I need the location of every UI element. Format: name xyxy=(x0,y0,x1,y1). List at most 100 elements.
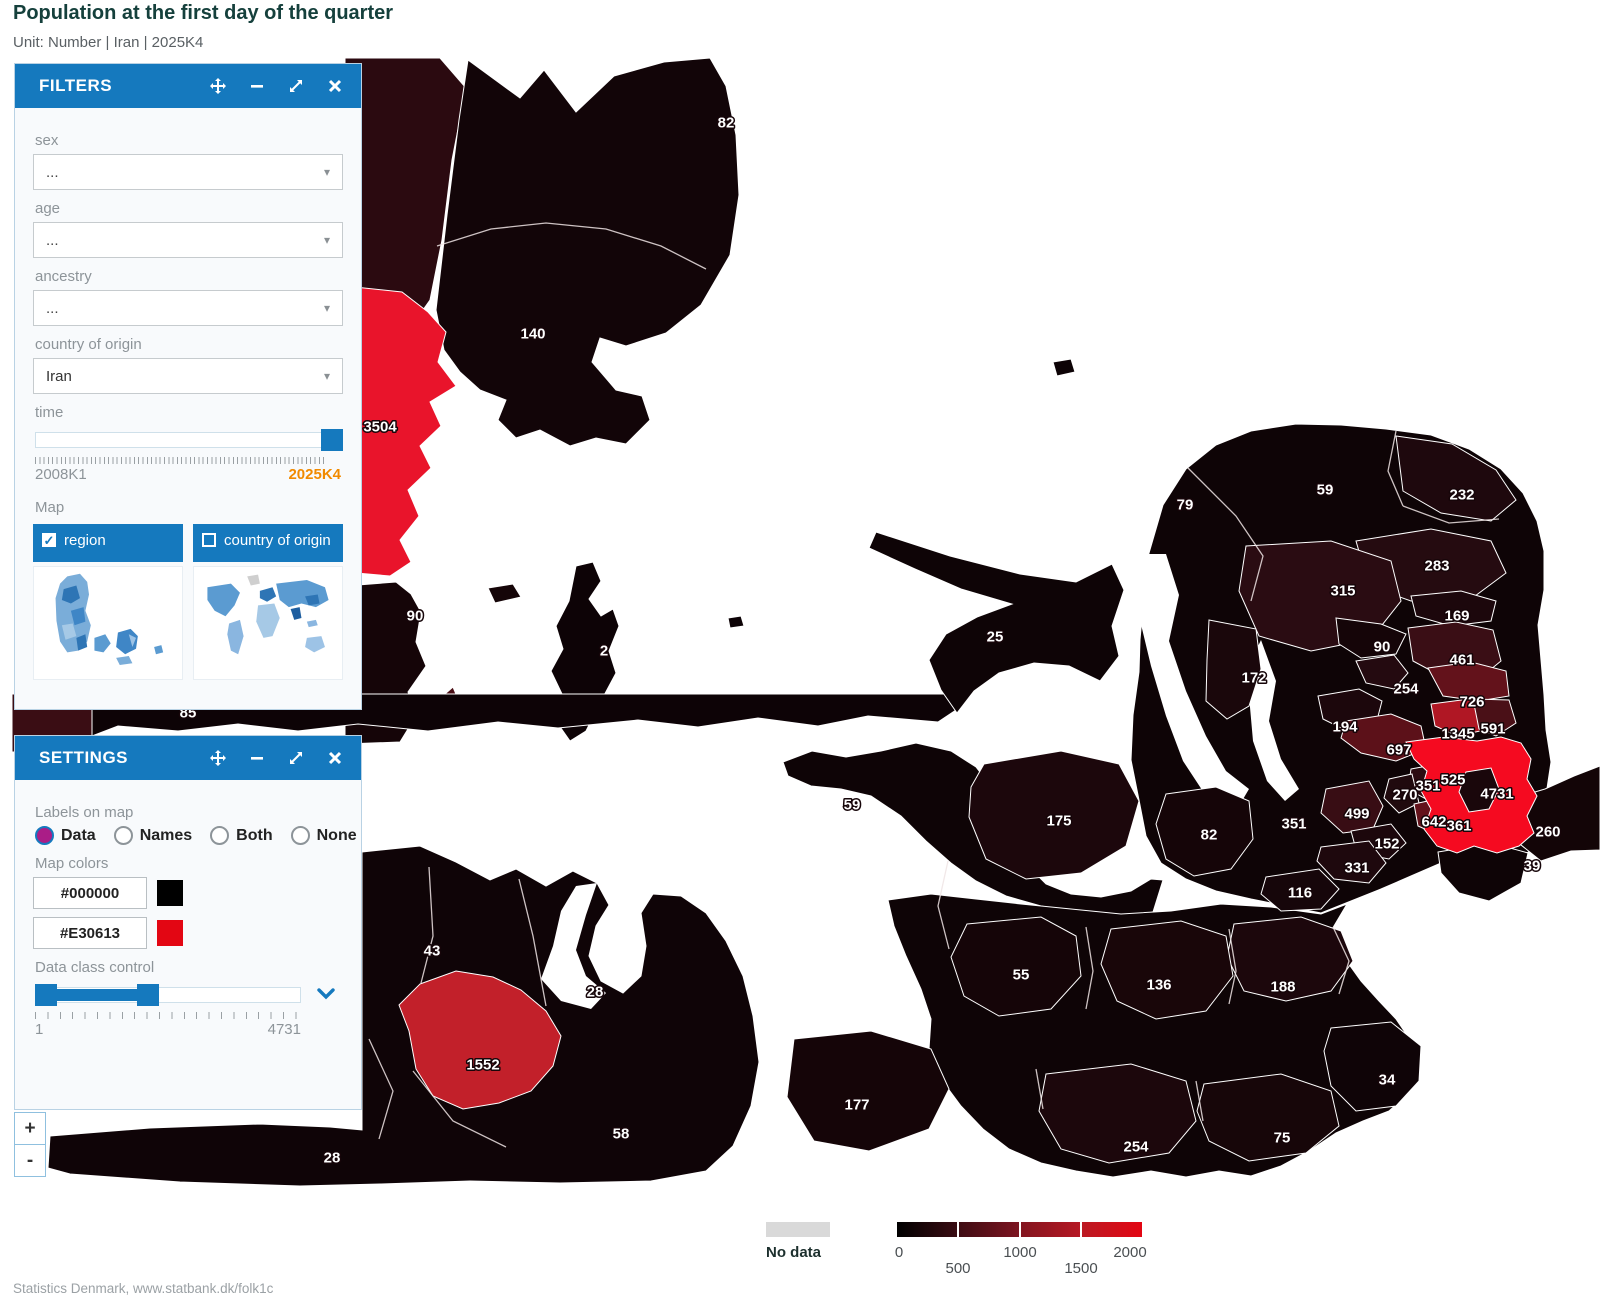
map-region[interactable] xyxy=(968,750,1140,880)
denmark-mini-map xyxy=(55,573,164,666)
municipal-border xyxy=(1035,1068,1044,1110)
legend-tick: 1500 xyxy=(1064,1260,1098,1277)
page-title: Population at the first day of the quart… xyxy=(13,2,394,24)
map-region[interactable] xyxy=(786,1030,950,1152)
expand-icon[interactable] xyxy=(288,78,304,94)
map-region[interactable] xyxy=(1155,786,1254,877)
move-icon[interactable] xyxy=(210,78,226,94)
map-region[interactable] xyxy=(1383,773,1420,814)
map-region[interactable] xyxy=(1323,1021,1422,1112)
move-icon[interactable] xyxy=(210,750,226,766)
expand-icon[interactable] xyxy=(288,750,304,766)
minimize-icon[interactable] xyxy=(249,78,265,94)
map-region[interactable] xyxy=(1100,920,1234,1020)
map-colors-label: Map colors xyxy=(35,855,109,872)
filters-panel: FILTERS sex ... ▾ age ... ▾ xyxy=(14,63,362,710)
municipal-border xyxy=(420,866,434,984)
map-region[interactable] xyxy=(1395,435,1517,522)
time-slider-ticks xyxy=(35,457,327,464)
minimize-icon[interactable] xyxy=(249,750,265,766)
filters-panel-header[interactable]: FILTERS xyxy=(15,64,361,108)
scale-segment xyxy=(958,1222,1019,1237)
region-button-label: region xyxy=(64,532,106,549)
map-region[interactable] xyxy=(782,742,1164,920)
country-of-origin-select[interactable]: Iran ▾ xyxy=(33,358,343,394)
municipal-border xyxy=(436,222,707,270)
color-swatch-red[interactable] xyxy=(157,920,183,946)
chevron-down-icon[interactable] xyxy=(317,988,335,1000)
map-region[interactable] xyxy=(1260,868,1340,912)
scale-segment xyxy=(1020,1222,1081,1237)
map-type-region-button[interactable]: ✓ region xyxy=(33,524,183,562)
close-icon[interactable] xyxy=(327,78,343,94)
chevron-down-icon: ▾ xyxy=(323,369,330,383)
time-slider[interactable] xyxy=(33,429,343,453)
ancestry-value: ... xyxy=(46,299,59,317)
checkbox-checked-icon: ✓ xyxy=(42,532,56,548)
map-region[interactable] xyxy=(950,916,1082,1017)
time-label: time xyxy=(35,404,64,421)
map-region[interactable] xyxy=(344,285,457,577)
data-class-handle-low[interactable] xyxy=(35,984,57,1006)
map-region[interactable] xyxy=(1316,840,1387,884)
data-class-slider[interactable] xyxy=(33,984,343,1008)
map-value-label: 59 xyxy=(844,796,861,813)
map-region[interactable] xyxy=(1335,617,1407,659)
scale-segment xyxy=(1082,1222,1142,1237)
map-legend: No data 0 500 1000 1500 2000 xyxy=(750,1218,1190,1288)
legend-tick: 2000 xyxy=(1113,1244,1147,1261)
map-region[interactable] xyxy=(1507,765,1600,862)
settings-panel-header[interactable]: SETTINGS xyxy=(15,736,361,780)
map-region[interactable] xyxy=(1458,767,1500,813)
time-start-label: 2008K1 xyxy=(35,466,87,483)
chevron-down-icon: ▾ xyxy=(323,165,330,179)
map-region[interactable] xyxy=(868,531,1125,714)
map-region[interactable] xyxy=(1205,619,1262,720)
time-slider-handle[interactable] xyxy=(321,429,343,451)
color-swatch-black[interactable] xyxy=(157,880,183,906)
world-thumbnail[interactable] xyxy=(193,566,343,680)
map-region[interactable] xyxy=(398,970,562,1110)
sex-select[interactable]: ... ▾ xyxy=(33,154,343,190)
map-region[interactable] xyxy=(1355,654,1409,690)
zoom-in-button[interactable]: + xyxy=(14,1112,46,1145)
map-region[interactable] xyxy=(487,583,522,604)
time-slider-track[interactable] xyxy=(35,432,327,448)
map-region[interactable] xyxy=(1427,661,1510,702)
country-of-origin-value: Iran xyxy=(46,367,72,385)
map-region[interactable] xyxy=(1472,698,1517,737)
age-select[interactable]: ... ▾ xyxy=(33,222,343,258)
radio-none[interactable]: None xyxy=(290,826,357,845)
fjord xyxy=(1127,554,1249,806)
settings-panel: SETTINGS Labels on map Data xyxy=(14,735,362,1110)
data-class-handle-high[interactable] xyxy=(137,984,159,1006)
denmark-thumbnail[interactable] xyxy=(33,566,183,680)
map-region[interactable] xyxy=(435,57,740,447)
map-type-country-of-origin-button[interactable]: country of origin xyxy=(193,524,343,562)
zoom-out-button[interactable]: - xyxy=(14,1144,46,1177)
municipal-border xyxy=(1332,926,1350,995)
map-region[interactable] xyxy=(1226,916,1354,1002)
settings-panel-title: SETTINGS xyxy=(39,748,129,767)
map-region[interactable] xyxy=(1410,590,1497,627)
map-region[interactable] xyxy=(1437,842,1529,902)
radio-data[interactable]: Data xyxy=(35,826,96,845)
map-region[interactable] xyxy=(1052,358,1076,377)
radio-data-label: Data xyxy=(61,826,96,844)
municipal-border xyxy=(412,1070,507,1148)
scale-segment xyxy=(897,1222,957,1237)
map-region[interactable] xyxy=(1196,1073,1340,1162)
map-color-input-1[interactable]: #000000 xyxy=(33,877,147,909)
map-region[interactable] xyxy=(727,615,745,629)
close-icon[interactable] xyxy=(327,750,343,766)
map-color-input-2[interactable]: #E30613 xyxy=(33,917,147,949)
radio-both[interactable]: Both xyxy=(210,826,273,845)
radio-icon xyxy=(210,826,230,845)
map-region[interactable] xyxy=(1038,1063,1197,1164)
radio-names[interactable]: Names xyxy=(113,826,192,845)
no-data-swatch xyxy=(766,1222,830,1237)
municipal-border xyxy=(518,878,547,1007)
municipal-border xyxy=(368,1038,394,1140)
map-region[interactable] xyxy=(1340,713,1427,762)
ancestry-select[interactable]: ... ▾ xyxy=(33,290,343,326)
